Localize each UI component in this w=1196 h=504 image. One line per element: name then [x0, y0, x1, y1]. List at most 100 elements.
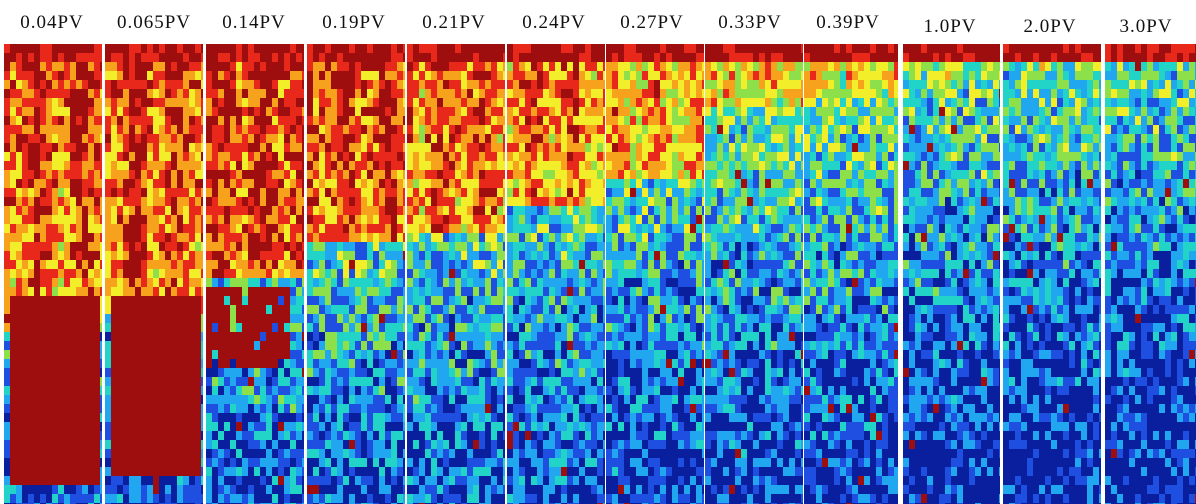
- heat-cell: [123, 467, 130, 477]
- heat-cell: [391, 431, 398, 441]
- heat-cell: [355, 242, 362, 252]
- heat-cell: [94, 350, 101, 360]
- heat-cell: [284, 260, 291, 270]
- heat-cell: [497, 143, 504, 153]
- heat-cell: [4, 161, 11, 171]
- heat-cell: [497, 305, 504, 315]
- heat-cell: [58, 404, 65, 414]
- heat-cell: [349, 134, 356, 144]
- heat-cell: [485, 422, 492, 432]
- heat-cell: [236, 314, 243, 324]
- heat-cell: [40, 440, 47, 450]
- heat-cell: [361, 260, 368, 270]
- heat-cell: [105, 179, 112, 189]
- heat-cell: [419, 188, 426, 198]
- heat-cell: [88, 188, 95, 198]
- heat-cell: [403, 80, 405, 90]
- heat-cell: [183, 125, 190, 135]
- heat-cell: [473, 458, 480, 468]
- heat-cell: [40, 269, 47, 279]
- heat-cell: [46, 323, 53, 333]
- heat-cell: [177, 179, 184, 189]
- heat-cell: [177, 71, 184, 81]
- heat-cell: [147, 269, 154, 279]
- heat-cell: [272, 53, 279, 63]
- heat-cell: [206, 377, 213, 387]
- heat-cell: [313, 359, 320, 369]
- heat-cell: [497, 296, 504, 306]
- heat-cell: [111, 197, 118, 207]
- heat-cell: [290, 251, 297, 261]
- heat-cell: [105, 314, 112, 324]
- heat-cell: [343, 440, 350, 450]
- heat-cell: [272, 71, 279, 81]
- heat-cell: [52, 206, 59, 216]
- heat-cell: [70, 116, 77, 126]
- heat-cell: [159, 440, 166, 450]
- heat-cell: [254, 467, 261, 477]
- heat-cell: [497, 368, 504, 378]
- heat-cell: [443, 350, 450, 360]
- heat-cell: [10, 134, 17, 144]
- heat-cell: [147, 449, 154, 459]
- heat-cell: [296, 62, 303, 72]
- heat-cell: [519, 125, 526, 135]
- heat-cell: [218, 458, 225, 468]
- heat-cell: [391, 377, 398, 387]
- heat-cell: [325, 467, 332, 477]
- heat-cell: [230, 377, 237, 387]
- heat-cell: [111, 449, 118, 459]
- heat-cell: [455, 125, 462, 135]
- heat-cell: [22, 404, 29, 414]
- heat-cell: [443, 107, 450, 117]
- heat-cell: [497, 98, 504, 108]
- heat-cell: [290, 152, 297, 162]
- heat-cell: [141, 314, 148, 324]
- heat-cell: [218, 143, 225, 153]
- heat-cell: [379, 269, 386, 279]
- heat-cell: [397, 485, 404, 495]
- heat-cell: [361, 323, 368, 333]
- heat-cell: [425, 242, 432, 252]
- heat-cell: [254, 197, 261, 207]
- heat-cell: [260, 152, 267, 162]
- heat-cell: [531, 89, 538, 99]
- heat-cell: [224, 278, 231, 288]
- heat-cell: [419, 143, 426, 153]
- heat-cell: [218, 152, 225, 162]
- heat-cell: [491, 467, 498, 477]
- heat-cell: [64, 143, 71, 153]
- heat-cell: [260, 305, 267, 315]
- heat-cell: [455, 53, 462, 63]
- heat-cell: [177, 296, 184, 306]
- heat-cell: [58, 71, 65, 81]
- heat-cell: [579, 287, 586, 297]
- heat-cell: [585, 134, 592, 144]
- heat-cell: [212, 431, 219, 441]
- heat-cell: [153, 71, 160, 81]
- heat-cell: [302, 260, 304, 270]
- heat-cell: [189, 251, 196, 261]
- heat-cell: [230, 152, 237, 162]
- heat-cell: [503, 431, 505, 441]
- heat-cell: [153, 413, 160, 423]
- heat-cell: [206, 161, 213, 171]
- heat-cell: [123, 458, 130, 468]
- heat-cell: [355, 170, 362, 180]
- heat-cell: [479, 269, 486, 279]
- heat-cell: [373, 395, 380, 405]
- heat-cell: [218, 350, 225, 360]
- heat-cell: [302, 350, 304, 360]
- heat-cell: [391, 395, 398, 405]
- heat-cell: [272, 449, 279, 459]
- heat-cell: [64, 170, 71, 180]
- heat-cell: [82, 170, 89, 180]
- heat-cell: [379, 287, 386, 297]
- heat-cell: [437, 179, 444, 189]
- heat-cell: [302, 386, 304, 396]
- heat-cell: [129, 449, 136, 459]
- heat-cell: [100, 413, 102, 423]
- heat-cell: [597, 125, 604, 135]
- heat-cell: [391, 107, 398, 117]
- heat-cell: [319, 260, 326, 270]
